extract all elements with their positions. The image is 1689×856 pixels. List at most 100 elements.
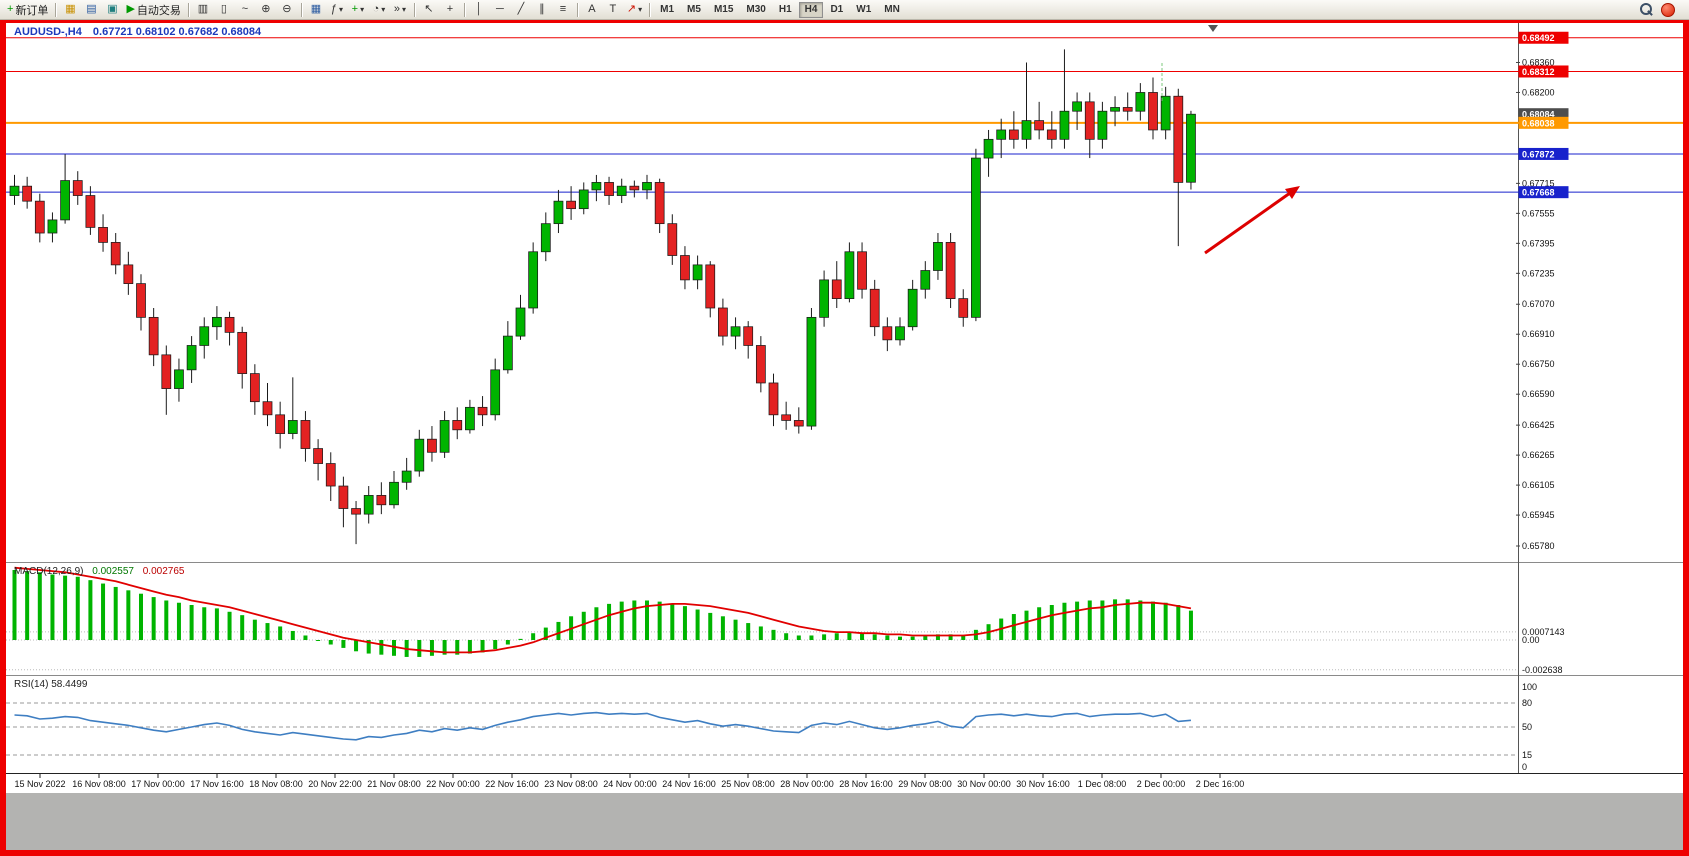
tile-windows-icon: ▦ — [310, 3, 322, 15]
fibonacci-tool-button[interactable]: ≡ — [553, 1, 573, 19]
chart-window-frame: 0.68360 0.68200 0.67715 0.67555 0.67395 0.672… — [0, 20, 1689, 856]
toolbar-separator — [413, 2, 415, 17]
price-chart-canvas[interactable]: 0.68360 0.68200 0.67715 0.67555 0.67395 0.672… — [6, 23, 1683, 793]
timeframe-m5-button[interactable]: M5 — [681, 2, 707, 18]
svg-text:15: 15 — [1522, 750, 1532, 760]
timeframe-d1-button[interactable]: D1 — [824, 2, 849, 18]
candlestick-icon: ▯ — [220, 3, 227, 15]
svg-text:0.67070: 0.67070 — [1522, 299, 1555, 309]
timeframe-h1-button[interactable]: H1 — [773, 2, 798, 18]
search-icon[interactable] — [1640, 3, 1653, 16]
timeframe-m15-button[interactable]: M15 — [708, 2, 739, 18]
svg-text:-0.002638: -0.002638 — [1522, 665, 1563, 675]
navigator-button[interactable]: ▣ — [102, 1, 122, 19]
cursor-icon: ↖ — [424, 3, 434, 15]
bar-chart-icon: ▥ — [197, 3, 209, 15]
notification-badge-icon[interactable] — [1661, 2, 1675, 17]
svg-text:16 Nov 08:00: 16 Nov 08:00 — [72, 779, 126, 789]
charts-button[interactable]: ▦ — [60, 1, 80, 19]
line-chart-icon: ~ — [241, 3, 249, 15]
svg-text:100: 100 — [1522, 682, 1537, 692]
add-indicator-button[interactable]: + ▾ — [348, 1, 368, 19]
clock-icon: ◔ — [372, 3, 380, 15]
vertical-line-icon: │ — [475, 3, 483, 15]
line-chart-button[interactable]: ~ — [235, 1, 255, 19]
svg-text:22 Nov 16:00: 22 Nov 16:00 — [485, 779, 539, 789]
svg-text:24 Nov 00:00: 24 Nov 00:00 — [603, 779, 657, 789]
svg-text:1 Dec 08:00: 1 Dec 08:00 — [1078, 779, 1127, 789]
svg-text:28 Nov 00:00: 28 Nov 00:00 — [780, 779, 834, 789]
svg-text:30 Nov 00:00: 30 Nov 00:00 — [957, 779, 1011, 789]
svg-text:50: 50 — [1522, 722, 1532, 732]
dropdown-arrow-icon: ▾ — [638, 5, 643, 14]
toolbar-separator — [649, 2, 651, 17]
svg-text:0.00: 0.00 — [1522, 635, 1540, 645]
timeframe-m1-button[interactable]: M1 — [654, 2, 680, 18]
svg-text:0.68200: 0.68200 — [1522, 87, 1555, 97]
svg-text:17 Nov 16:00: 17 Nov 16:00 — [190, 779, 244, 789]
svg-text:21 Nov 08:00: 21 Nov 08:00 — [367, 779, 421, 789]
svg-text:0.67872: 0.67872 — [1522, 149, 1555, 159]
timeframe-m30-button[interactable]: M30 — [740, 2, 771, 18]
zoom-in-button[interactable]: ⊕ — [256, 1, 276, 19]
charts-icon: ▦ — [65, 3, 76, 15]
svg-text:28 Nov 16:00: 28 Nov 16:00 — [839, 779, 893, 789]
arrows-tool-button[interactable]: ↗ ▾ — [624, 1, 645, 19]
svg-text:25 Nov 08:00: 25 Nov 08:00 — [721, 779, 775, 789]
horizontal-line-tool-button[interactable]: ─ — [490, 1, 510, 19]
toolbar-separator — [576, 2, 578, 17]
vertical-line-tool-button[interactable]: │ — [469, 1, 489, 19]
trendline-tool-button[interactable]: ╱ — [511, 1, 531, 19]
svg-text:0.67235: 0.67235 — [1522, 268, 1555, 278]
svg-text:80: 80 — [1522, 698, 1532, 708]
text-label-tool-button[interactable]: T — [603, 1, 623, 19]
svg-text:2 Dec 00:00: 2 Dec 00:00 — [1137, 779, 1186, 789]
timeframe-mn-button[interactable]: MN — [878, 2, 906, 18]
svg-text:0: 0 — [1522, 762, 1527, 772]
svg-text:0.66910: 0.66910 — [1522, 329, 1555, 339]
autotrading-play-icon: ▶ — [126, 3, 135, 15]
svg-text:0.65780: 0.65780 — [1522, 541, 1555, 551]
indicators-button[interactable]: ƒ ▾ — [327, 1, 347, 19]
svg-text:23 Nov 08:00: 23 Nov 08:00 — [544, 779, 598, 789]
svg-text:0.67555: 0.67555 — [1522, 208, 1555, 218]
channel-tool-button[interactable]: ∥ — [532, 1, 552, 19]
svg-text:0.68084: 0.68084 — [1522, 110, 1555, 120]
main-toolbar: + 新订单 ▦ ▤ ▣ ▶ 自动交易 ▥ ▯ ~ ⊕ ⊖ ▦ ƒ ▾ + ▾ ◔… — [0, 0, 1689, 20]
svg-text:0.68038: 0.68038 — [1522, 118, 1555, 128]
svg-text:0.68492: 0.68492 — [1522, 33, 1555, 43]
chart-shift-button[interactable]: » ▾ — [390, 1, 410, 19]
svg-text:0.0007143: 0.0007143 — [1522, 627, 1565, 637]
arrows-icon: ↗ — [626, 3, 637, 15]
period-menu-button[interactable]: ◔ ▾ — [369, 1, 389, 19]
dropdown-arrow-icon: ▾ — [360, 5, 365, 14]
window-bottom-bar — [6, 793, 1683, 850]
toolbar-separator — [187, 2, 189, 17]
crosshair-tool-button[interactable]: + — [440, 1, 460, 19]
dropdown-arrow-icon: ▾ — [401, 5, 406, 14]
svg-text:0.66425: 0.66425 — [1522, 420, 1555, 430]
market-watch-button[interactable]: ▤ — [81, 1, 101, 19]
fibonacci-icon: ≡ — [559, 3, 567, 15]
horizontal-line-icon: ─ — [496, 3, 504, 15]
bar-chart-button[interactable]: ▥ — [193, 1, 213, 19]
channel-icon: ∥ — [539, 3, 545, 15]
candlestick-chart-button[interactable]: ▯ — [214, 1, 234, 19]
svg-text:0.68360: 0.68360 — [1522, 57, 1555, 67]
zoom-out-button[interactable]: ⊖ — [277, 1, 297, 19]
text-tool-icon: A — [588, 3, 596, 15]
cursor-tool-button[interactable]: ↖ — [419, 1, 439, 19]
autotrading-button[interactable]: ▶ 自动交易 — [123, 1, 183, 19]
dropdown-arrow-icon: ▾ — [381, 5, 386, 14]
new-order-button[interactable]: + 新订单 — [4, 1, 51, 19]
dropdown-arrow-icon: ▾ — [338, 5, 343, 14]
svg-text:0.67668: 0.67668 — [1522, 188, 1555, 198]
svg-text:0.66265: 0.66265 — [1522, 450, 1555, 460]
svg-text:22 Nov 00:00: 22 Nov 00:00 — [426, 779, 480, 789]
tile-windows-button[interactable]: ▦ — [306, 1, 326, 19]
timeframe-w1-button[interactable]: W1 — [850, 2, 877, 18]
svg-text:30 Nov 16:00: 30 Nov 16:00 — [1016, 779, 1070, 789]
timeframe-h4-button[interactable]: H4 — [798, 1, 824, 18]
text-tool-button[interactable]: A — [582, 1, 602, 19]
svg-text:2 Dec 16:00: 2 Dec 16:00 — [1196, 779, 1245, 789]
